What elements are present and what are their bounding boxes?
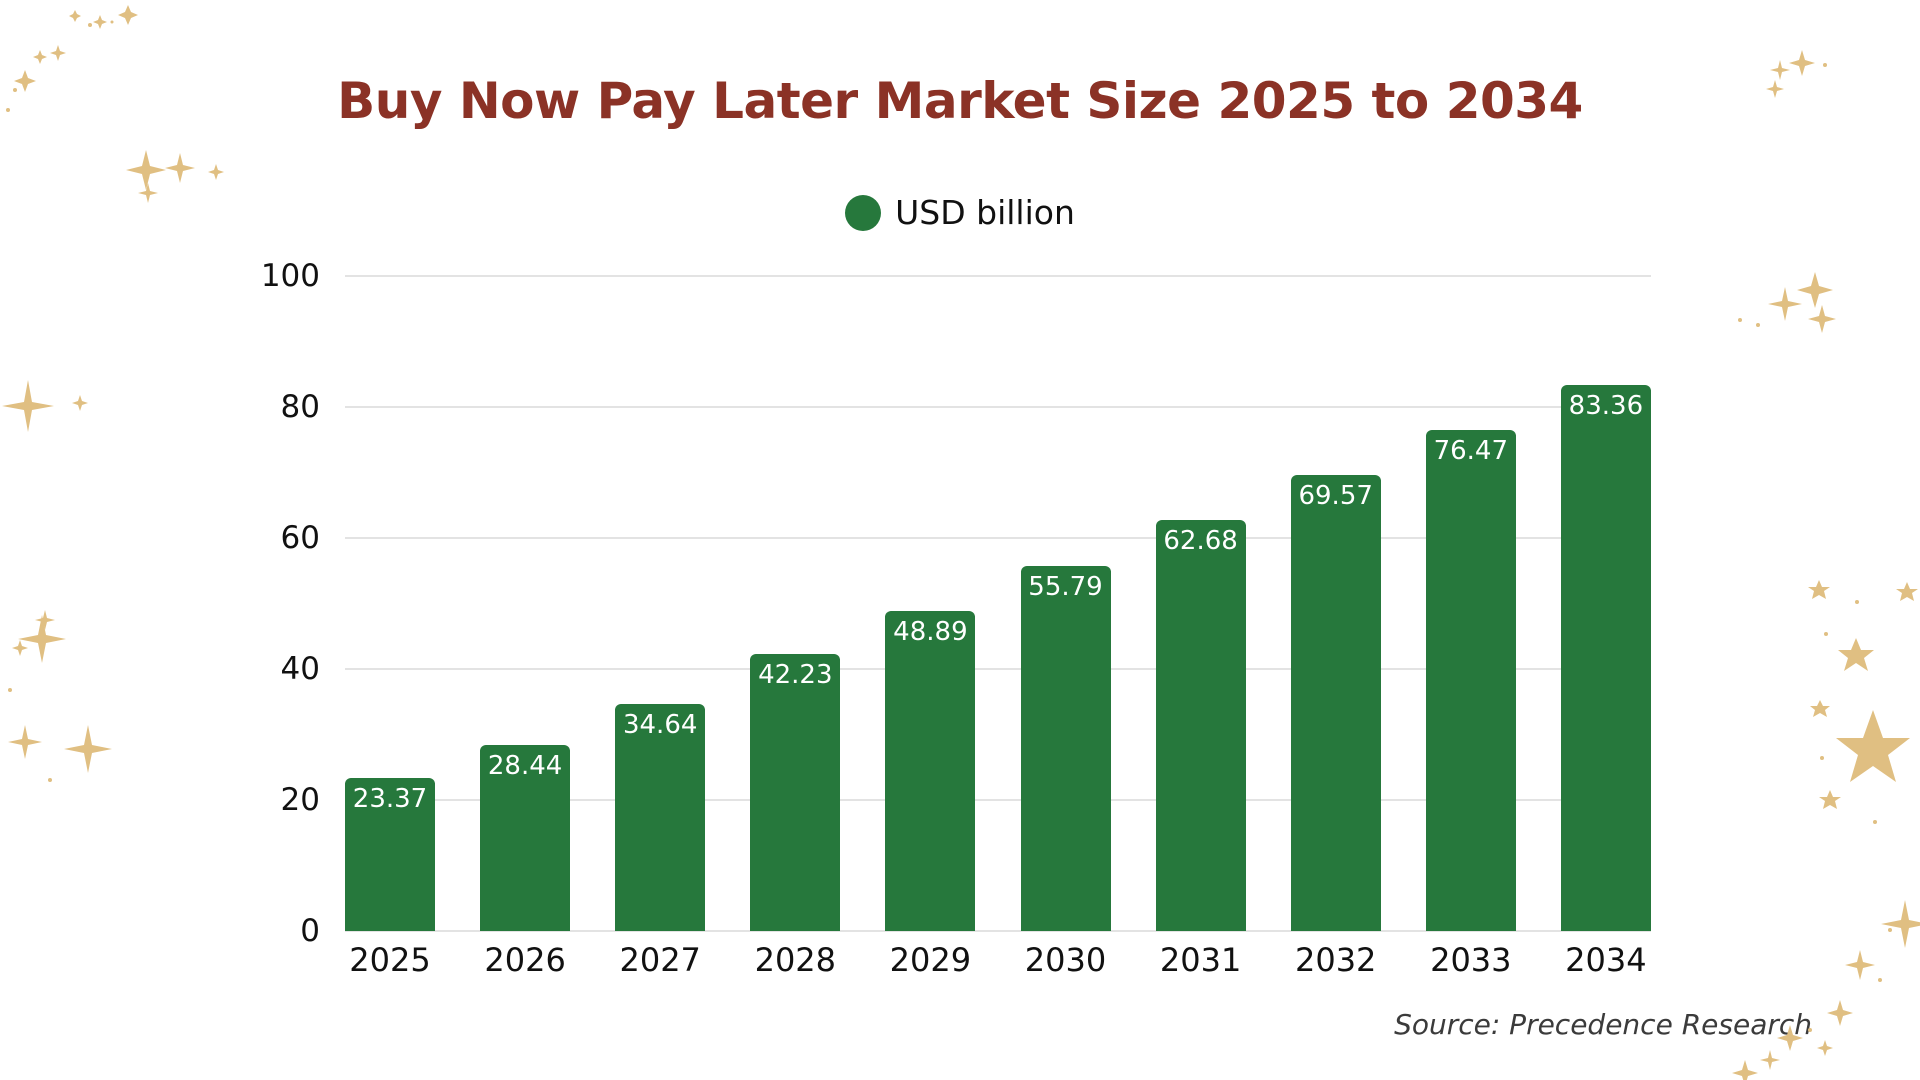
gridline [345,537,1651,539]
y-tick-label: 100 [260,258,320,294]
legend-label: USD billion [895,193,1075,232]
plot-area: 23.37 28.44 34.64 42.23 48.89 55.79 62.68 69.57… [345,275,1651,932]
bar-2031: 62.68 [1155,520,1246,931]
x-tick-label: 2025 [349,941,431,979]
x-tick-label: 2029 [889,941,972,979]
source-note: Source: Precedence Research [1394,1008,1812,1041]
x-tick-label: 2032 [1294,941,1377,979]
bar-2030: 55.79 [1020,565,1111,931]
x-tick-label: 2030 [1024,941,1107,979]
chart-title: Buy Now Pay Later Market Size 2025 to 20… [337,72,1583,130]
x-tick-label: 2027 [619,941,701,979]
bar-value-label: 28.44 [487,750,563,781]
gridline [345,406,1651,408]
bar-2028: 42.23 [750,654,841,931]
bar-value-label: 62.68 [1163,526,1238,557]
y-tick-label: 20 [280,782,320,818]
y-tick-label: 60 [280,520,320,556]
bar-value-label: 42.23 [758,660,833,691]
bar-2033: 76.47 [1425,430,1516,931]
y-tick-label: 80 [280,389,320,425]
bar-value-label: 48.89 [893,616,968,647]
bar-2032: 69.57 [1290,475,1381,931]
gridline [345,668,1651,670]
bar-2025: 23.37 [345,777,435,931]
star-decoration-right [1808,580,1918,824]
x-tick-label: 2033 [1430,941,1512,979]
y-tick-label: 40 [280,651,320,687]
legend: USD billion [0,193,1920,232]
bar-value-label: 34.64 [622,710,698,741]
sparkle-decoration-left [2,380,112,782]
bar-2034: 83.36 [1560,385,1651,931]
bar-value-label: 23.37 [352,783,428,814]
bar-value-label: 76.47 [1433,436,1509,467]
bar-2026: 28.44 [480,744,571,931]
x-tick-label: 2034 [1565,941,1647,979]
gridline [345,799,1651,801]
x-tick-label: 2031 [1159,941,1242,979]
x-tick-label: 2028 [754,941,837,979]
gridline [345,930,1651,932]
sparkle-decoration-bottom-right [1732,900,1920,1080]
bar-value-label: 55.79 [1028,571,1103,602]
bar-value-label: 69.57 [1298,481,1373,512]
gridline [345,275,1651,277]
bar-2029: 48.89 [885,610,976,931]
x-tick-label: 2026 [484,941,566,979]
y-tick-label: 0 [300,913,320,949]
bar-2027: 34.64 [615,704,706,931]
legend-swatch [845,194,882,231]
bar-value-label: 83.36 [1568,391,1644,421]
